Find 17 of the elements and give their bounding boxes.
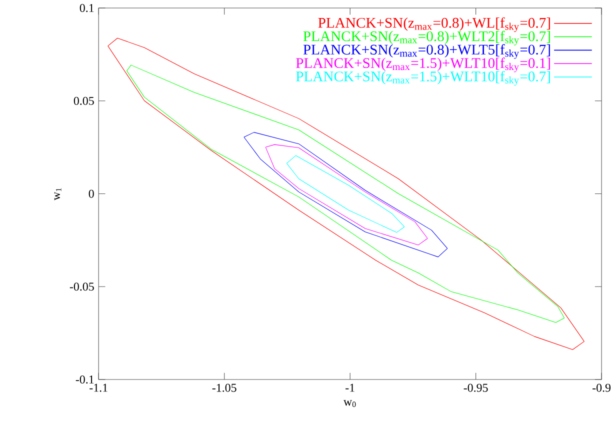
- legend-label: PLANCK+SN(z$_{max}$=0.8)+WLT2[f$_{sky}$=0.7]: [303, 30, 550, 46]
- y-tick-label: -0.05: [70, 282, 94, 291]
- y-axis-title: w$_{1}$: [54, 188, 62, 200]
- x-tick-label: -1.1: [90, 384, 108, 392]
- legend-label: PLANCK+SN(z$_{max}$=0.8)+WL[f$_{sky}$=0.7]: [318, 17, 550, 32]
- legend-label: PLANCK+SN(z$_{max}$=1.5)+WLT10[f$_{sky}$=0.7]: [296, 70, 550, 86]
- y-tick-label: -0.1: [76, 375, 94, 384]
- y-tick-label: 0.05: [74, 96, 94, 105]
- x-tick-label: -1: [346, 384, 354, 392]
- x-tick-label: -0.95: [464, 384, 488, 392]
- x-tick-label: -0.9: [592, 384, 611, 392]
- legend-label: PLANCK+SN(z$_{max}$=1.5)+WLT10[f$_{sky}$=0.1]: [296, 57, 550, 72]
- y-tick-label: 0: [88, 190, 94, 198]
- x-tick-label: -1.05: [212, 384, 236, 392]
- x-axis-title: w$_{0}$: [343, 400, 356, 407]
- y-tick-label: 0.1: [80, 4, 94, 12]
- legend-label: PLANCK+SN(z$_{max}$=0.8)+WLT5[f$_{sky}$=0.7]: [303, 44, 550, 59]
